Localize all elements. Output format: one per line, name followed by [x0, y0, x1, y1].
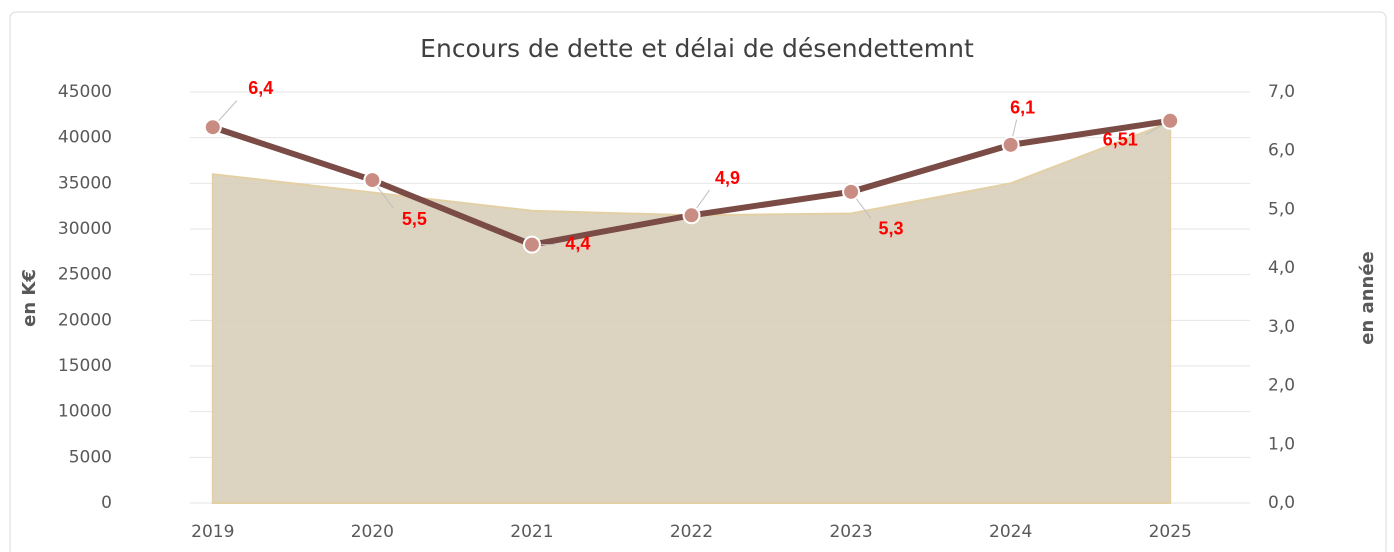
y-tick-label: 5000	[69, 447, 112, 467]
y2-tick-label: 0,0	[1268, 493, 1295, 513]
x-tick-label: 2025	[1149, 522, 1192, 542]
point	[1001, 135, 1020, 154]
data-label: 4,4	[565, 233, 590, 253]
y2-tick-label: 6,0	[1268, 141, 1295, 161]
data-label: 6,1	[1010, 98, 1035, 118]
x-tick-label: 2022	[670, 522, 713, 542]
y2-tick-label: 1,0	[1268, 434, 1295, 454]
y2-tick-label: 3,0	[1268, 317, 1295, 337]
data-label: 5,5	[402, 209, 427, 229]
y2-axis-title: en année	[1357, 251, 1378, 344]
y2-tick-label: 4,0	[1268, 258, 1295, 278]
data-label: 6,51	[1103, 130, 1138, 150]
y2-tick-label: 7,0	[1268, 82, 1295, 102]
y-tick-label: 20000	[58, 310, 112, 330]
point	[682, 206, 701, 225]
y-tick-label: 40000	[58, 128, 112, 148]
y2-tick-label: 5,0	[1268, 199, 1295, 219]
x-tick-label: 2021	[510, 522, 553, 542]
point	[842, 182, 861, 201]
data-label: 6,4	[248, 78, 273, 98]
y2-tick-label: 2,0	[1268, 376, 1295, 396]
point	[522, 235, 541, 254]
data-label: 4,9	[715, 168, 740, 188]
y-tick-label: 35000	[58, 173, 112, 193]
y-tick-label: 45000	[58, 82, 112, 102]
x-tick-label: 2024	[989, 522, 1032, 542]
point	[363, 171, 382, 190]
point	[203, 118, 222, 137]
x-tick-label: 2019	[191, 522, 234, 542]
point	[1161, 111, 1180, 130]
y-tick-label: 30000	[58, 219, 112, 239]
y-tick-label: 25000	[58, 265, 112, 285]
y-tick-label: 0	[101, 493, 112, 513]
chart-title: Encours de dette et délai de désendettem…	[420, 34, 974, 63]
area	[211, 120, 1172, 504]
x-tick-label: 2023	[829, 522, 872, 542]
y-tick-label: 15000	[58, 356, 112, 376]
y-axis-title: en K€	[19, 269, 40, 327]
x-tick-label: 2020	[351, 522, 394, 542]
y-tick-label: 10000	[58, 402, 112, 422]
data-label: 5,3	[879, 219, 904, 239]
